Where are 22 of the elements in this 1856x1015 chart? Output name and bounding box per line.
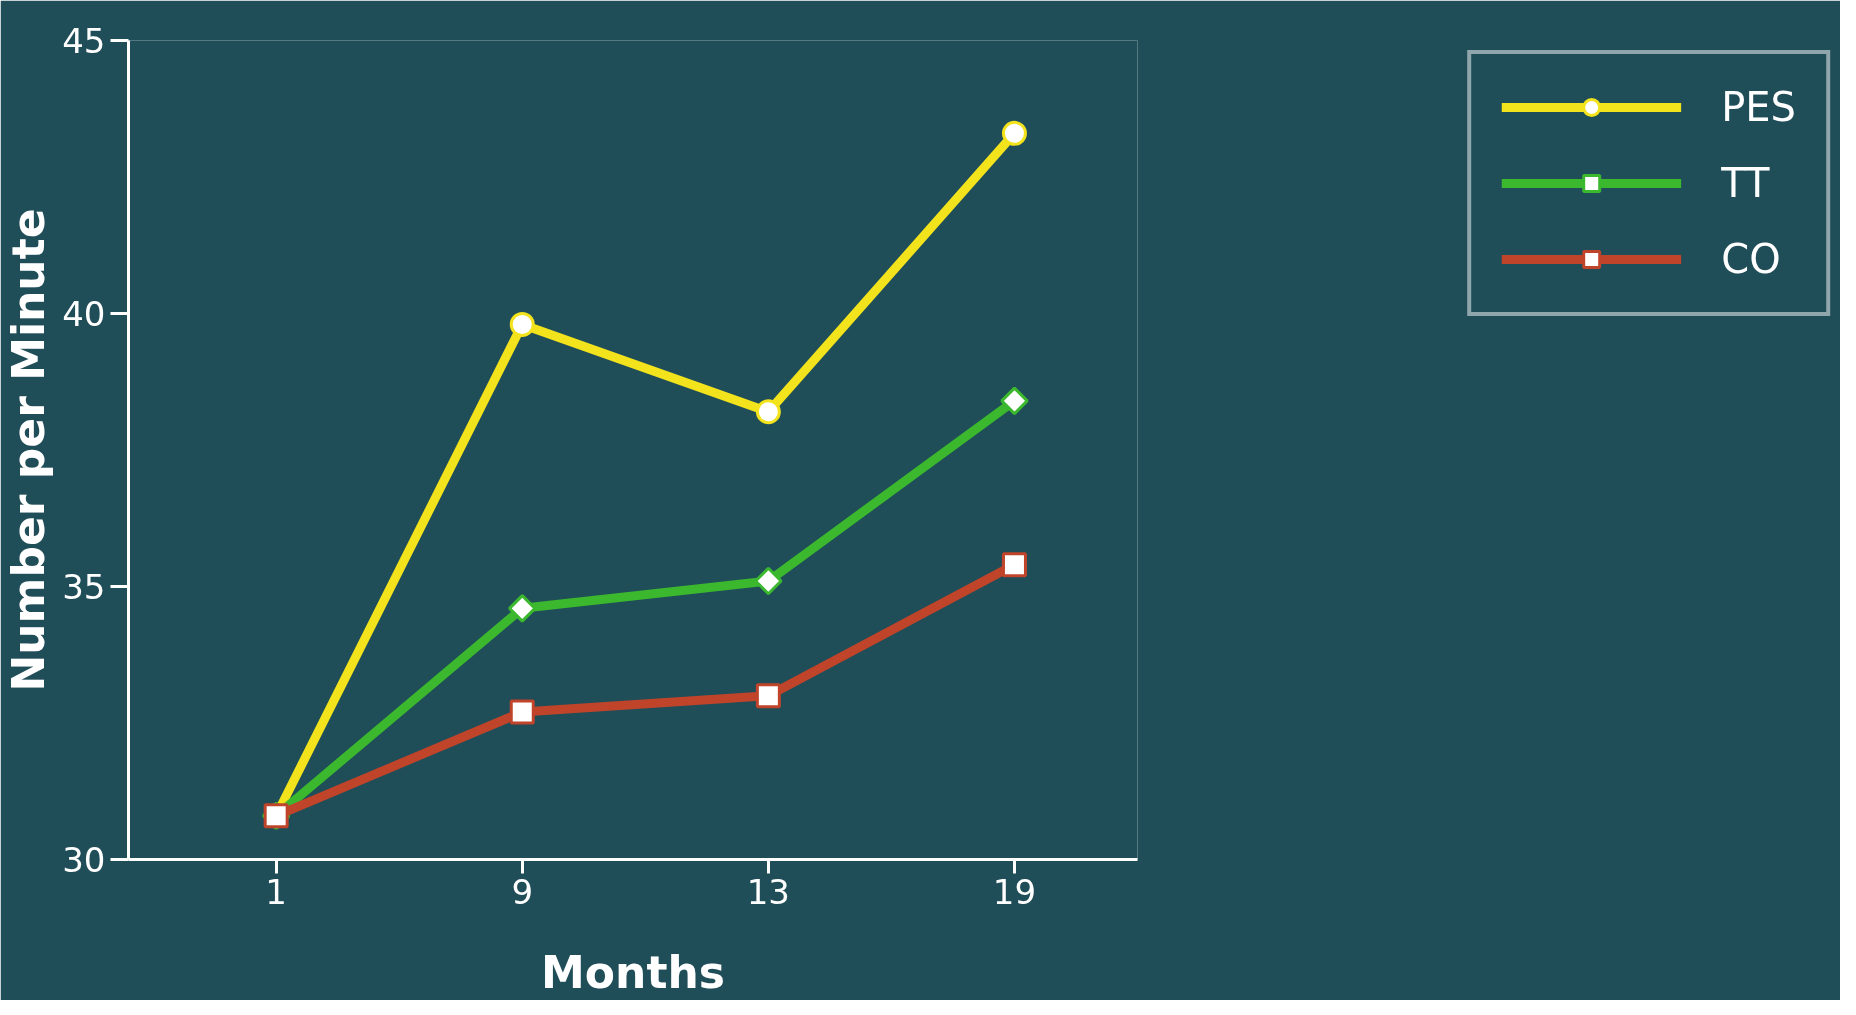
point: [1001, 120, 1027, 146]
x-axis-title: Months: [541, 946, 725, 998]
point: [1000, 386, 1029, 416]
point: [508, 594, 537, 623]
point: [755, 399, 781, 425]
legend-label: PES: [1721, 84, 1796, 130]
point: [755, 683, 781, 709]
y-tick-label: 40: [62, 294, 106, 334]
x-tick-label: 9: [511, 871, 534, 912]
x-tick-label: 13: [746, 871, 790, 912]
point: [509, 699, 535, 725]
y-tick-label: 45: [62, 21, 106, 61]
y-tick-label: 35: [62, 567, 106, 607]
point: [754, 566, 783, 596]
legend-label: TT: [1721, 160, 1770, 206]
y-tick-label: 30: [62, 840, 106, 880]
x-tick-label: 1: [265, 871, 287, 912]
y-axis-title: Number per Minute: [3, 208, 55, 692]
legend-label: CO: [1721, 236, 1781, 282]
point: [1001, 552, 1027, 578]
x-tick-label: 19: [992, 871, 1037, 912]
point: [509, 311, 535, 337]
